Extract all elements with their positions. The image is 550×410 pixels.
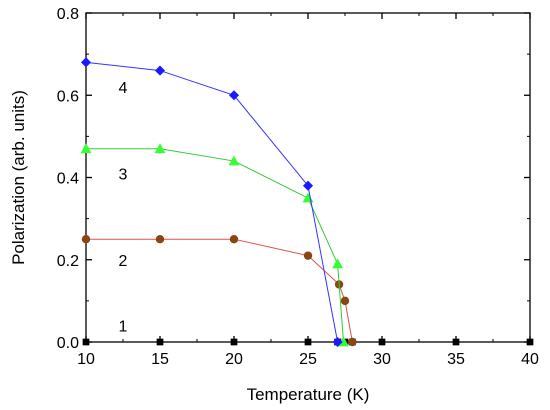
series-2-point xyxy=(348,337,357,347)
series-3-point xyxy=(302,192,314,203)
x-axis-title: Temperature (K) xyxy=(247,385,370,404)
series-2-label: 2 xyxy=(119,253,128,270)
y-tick-label: 0.6 xyxy=(57,88,79,105)
series-1-point xyxy=(378,338,386,346)
x-tick-label: 35 xyxy=(447,351,465,368)
series-4-line xyxy=(85,61,339,343)
series-1-point xyxy=(452,338,460,346)
series-4-point xyxy=(228,90,240,101)
series-2-point xyxy=(340,296,350,306)
y-tick-label: 0.4 xyxy=(57,171,79,188)
series-3-point xyxy=(228,155,240,166)
series-2-point xyxy=(229,234,239,244)
series-4-label: 4 xyxy=(119,80,128,97)
x-tick-label: 25 xyxy=(299,351,317,368)
series-1-label: 1 xyxy=(119,319,128,336)
y-tick-label: 0.0 xyxy=(57,335,79,352)
y-tick-label: 0.2 xyxy=(57,253,79,270)
y-axis-title: Polarization (arb. units) xyxy=(9,90,28,265)
series-4-point xyxy=(154,65,166,76)
series-3-point xyxy=(332,258,344,269)
series-3-line xyxy=(86,148,345,343)
series-4-point xyxy=(80,57,92,68)
series-3-point xyxy=(338,336,349,347)
series-3-point xyxy=(80,143,92,154)
series-2-point xyxy=(303,251,313,260)
series-2-point xyxy=(155,234,165,244)
x-tick-label: 15 xyxy=(151,351,169,368)
series-1-point xyxy=(82,338,90,346)
x-tick-label: 30 xyxy=(373,351,391,368)
x-tick-label: 10 xyxy=(77,351,95,368)
series-4-point xyxy=(302,180,314,191)
series-1-point xyxy=(156,338,164,346)
series-3-point xyxy=(154,143,166,154)
series-4-point xyxy=(332,336,343,348)
series-2-point xyxy=(81,234,91,244)
y-tick-label: 0.8 xyxy=(57,6,79,23)
x-tick-label: 40 xyxy=(521,351,539,368)
series-1-point xyxy=(304,338,312,346)
plot-frame xyxy=(85,12,531,343)
x-tick-label: 20 xyxy=(225,351,243,368)
series-1-point xyxy=(526,338,534,346)
series-1-point xyxy=(230,338,238,346)
series-3-label: 3 xyxy=(119,166,128,183)
